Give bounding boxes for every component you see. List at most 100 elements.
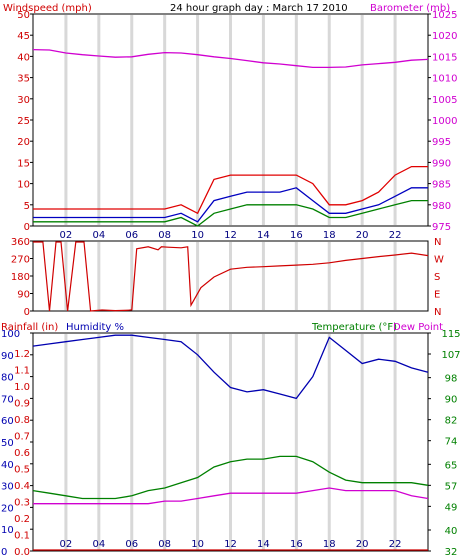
series-line <box>33 487 429 505</box>
chart-title: 24 hour graph day : March 17 2010 <box>170 3 348 14</box>
barometer-tick-label: 1005 <box>432 95 457 106</box>
rainfall-tick-label: 1.1 <box>14 366 30 377</box>
humidity-tick-label: 100 <box>1 329 20 340</box>
direction-tick-label: 0 <box>24 307 30 318</box>
barometer-tick-label: 1010 <box>432 74 457 85</box>
wind-speed-tick-label: 40 <box>17 52 30 63</box>
temperature-axis-label: Temperature (°F) <box>311 322 397 333</box>
compass-tick-label: N <box>434 307 441 318</box>
series-line <box>32 334 429 400</box>
compass-tick-label: E <box>434 290 440 301</box>
temperature-tick-label: 74 <box>445 437 458 448</box>
rainfall-tick-label: 0.5 <box>14 465 30 476</box>
hour-tick-label: 14 <box>257 539 270 550</box>
temperature-tick-label: 32 <box>445 547 458 558</box>
hour-tick-label: 10 <box>191 539 204 550</box>
wind-speed-tick-label: 0 <box>24 222 30 233</box>
hour-tick-label: 16 <box>290 230 303 241</box>
barometer-tick-label: 990 <box>432 158 451 169</box>
barometer-tick-label: 975 <box>432 222 451 233</box>
compass-tick-label: N <box>434 237 441 248</box>
direction-tick-label: 180 <box>11 272 30 283</box>
temperature-tick-label: 90 <box>445 395 458 406</box>
temperature-tick-label: 107 <box>441 350 460 361</box>
rainfall-tick-label: 0.9 <box>14 399 30 410</box>
hour-tick-label: 04 <box>92 230 105 241</box>
hour-tick-label: 08 <box>158 230 171 241</box>
barometer-tick-label: 1020 <box>432 31 457 42</box>
wind-speed-tick-label: 20 <box>17 137 30 148</box>
hour-tick-label: 22 <box>389 230 402 241</box>
series-line <box>33 187 428 223</box>
hour-tick-label: 18 <box>323 539 336 550</box>
direction-tick-label: 270 <box>11 255 30 266</box>
temperature-tick-label: 57 <box>445 481 458 492</box>
rainfall-tick-label: 0.7 <box>14 432 30 443</box>
humidity-tick-label: 80 <box>1 373 14 384</box>
compass-tick-label: S <box>434 272 440 283</box>
temperature-tick-label: 98 <box>445 374 458 385</box>
rainfall-axis-label: Rainfall (in) <box>1 322 58 333</box>
rainfall-tick-label: 1.2 <box>14 349 30 360</box>
hour-tick-label: 18 <box>323 230 336 241</box>
series-line <box>32 48 429 69</box>
temperature-tick-label: 40 <box>445 526 458 537</box>
wind-speed-tick-label: 10 <box>17 180 30 191</box>
barometer-axis-label: Barometer (mb) <box>370 3 450 14</box>
rainfall-tick-label: 0.8 <box>14 415 30 426</box>
barometer-tick-label: 1025 <box>432 10 457 21</box>
barometer-tick-label: 1015 <box>432 52 457 63</box>
hour-tick-label: 22 <box>389 539 402 550</box>
hour-tick-label: 10 <box>191 230 204 241</box>
series-line <box>33 199 428 227</box>
wind-direction-line <box>33 241 429 312</box>
compass-tick-label: W <box>434 255 444 266</box>
humidity-axis-label: Humidity % <box>66 322 124 333</box>
hour-tick-label: 16 <box>290 539 303 550</box>
rainfall-tick-label: 0.2 <box>14 514 30 525</box>
hour-tick-label: 02 <box>60 230 73 241</box>
hour-tick-label: 12 <box>224 230 237 241</box>
barometer-tick-label: 985 <box>432 180 451 191</box>
humidity-tick-label: 0 <box>1 547 7 558</box>
series-line <box>32 455 429 500</box>
wind-speed-tick-label: 45 <box>17 31 30 42</box>
hour-tick-label: 12 <box>224 539 237 550</box>
wind-speed-tick-label: 35 <box>17 74 30 85</box>
hour-tick-label: 08 <box>158 539 171 550</box>
humidity-tick-label: 70 <box>1 394 14 405</box>
wind-speed-tick-label: 5 <box>24 201 30 212</box>
hour-tick-label: 04 <box>92 539 105 550</box>
barometer-tick-label: 1000 <box>432 116 457 127</box>
hour-tick-label: 20 <box>356 230 369 241</box>
wind-speed-tick-label: 30 <box>17 95 30 106</box>
hour-tick-label: 14 <box>257 230 270 241</box>
humidity-tick-label: 40 <box>1 460 14 471</box>
humidity-tick-label: 10 <box>1 525 14 536</box>
series-line <box>33 165 428 215</box>
humidity-tick-label: 20 <box>1 503 14 514</box>
dewpoint-axis-label: Dew Point <box>393 322 443 333</box>
hour-tick-label: 20 <box>356 539 369 550</box>
temperature-tick-label: 65 <box>445 460 458 471</box>
humidity-tick-label: 90 <box>1 351 14 362</box>
hour-tick-label: 02 <box>60 539 73 550</box>
wind-speed-tick-label: 50 <box>17 10 30 21</box>
wind-speed-tick-label: 25 <box>17 116 30 127</box>
direction-tick-label: 90 <box>17 290 30 301</box>
rainfall-tick-label: 0.0 <box>14 547 30 558</box>
rainfall-tick-label: 0.6 <box>14 448 30 459</box>
barometer-tick-label: 980 <box>432 201 451 212</box>
humidity-tick-label: 50 <box>1 438 14 449</box>
windspeed-axis-label: Windspeed (mph) <box>3 3 92 14</box>
barometer-tick-label: 995 <box>432 137 451 148</box>
hour-tick-label: 06 <box>125 230 138 241</box>
wind-speed-tick-label: 15 <box>17 158 30 169</box>
rainfall-tick-label: 0.4 <box>14 481 30 492</box>
hour-tick-label: 06 <box>125 539 138 550</box>
temperature-tick-label: 49 <box>445 502 458 513</box>
temperature-tick-label: 82 <box>445 416 458 427</box>
humidity-tick-label: 60 <box>1 416 14 427</box>
